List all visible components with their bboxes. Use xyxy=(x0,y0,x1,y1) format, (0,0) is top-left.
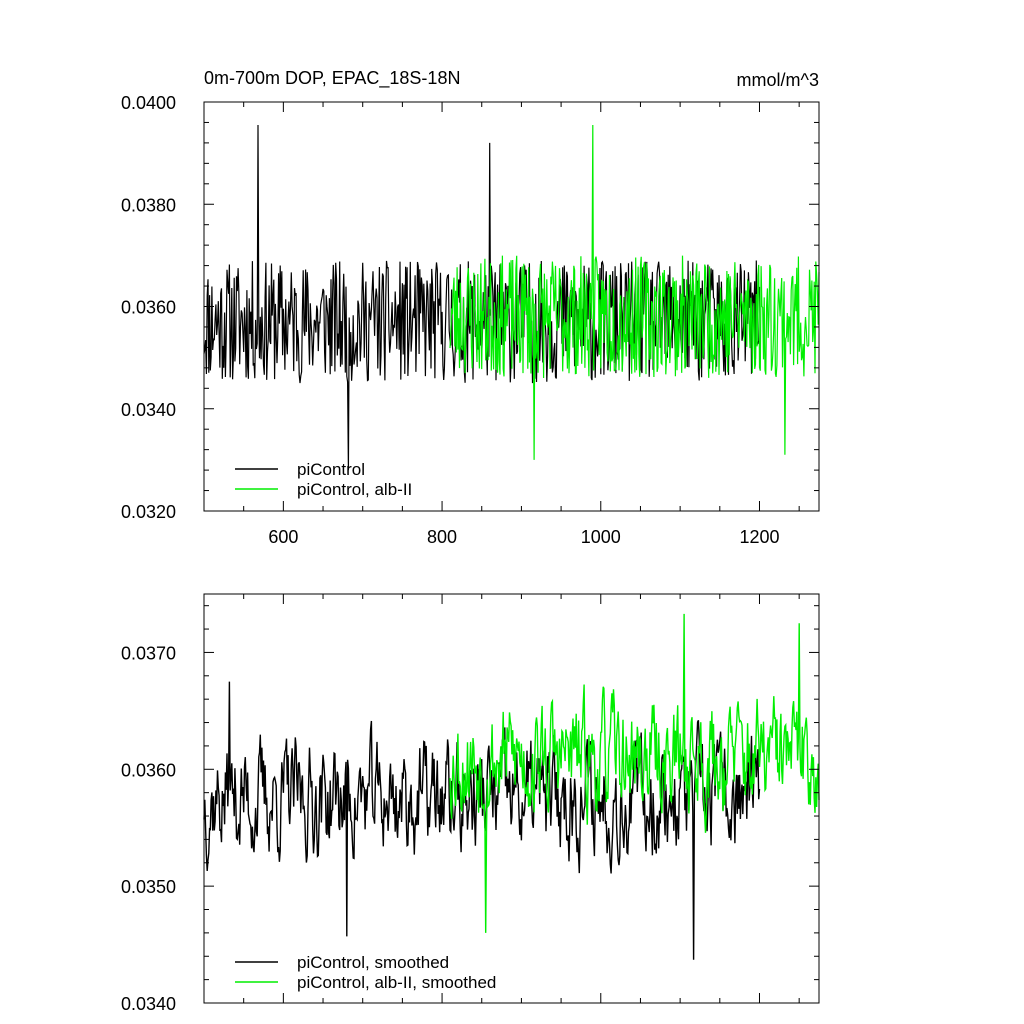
top-legend: piControl piControl, alb-II xyxy=(235,460,412,499)
bottom-plot-frame xyxy=(203,593,820,1004)
units-label: mmol/m^3 xyxy=(737,70,819,90)
y-tick-label: 0.0350 xyxy=(121,877,176,897)
legend-label-picontrol: piControl xyxy=(297,460,365,479)
top-series-group xyxy=(203,124,820,471)
bottom-ticks-group: 0.0340 0.0350 0.0360 0.0370 xyxy=(121,594,819,1014)
series-line-1 xyxy=(449,613,820,933)
y-tick-label: 0.0340 xyxy=(121,994,176,1014)
top-panel: 0m-700m DOP, EPAC_18S-18N mmol/m^3 600 80… xyxy=(121,68,820,547)
bottom-panel: 0.0340 0.0350 0.0360 0.0370 piControl, smoo… xyxy=(121,593,820,1014)
series-line-0 xyxy=(203,681,761,960)
y-tick-label: 0.0400 xyxy=(121,93,176,113)
bottom-legend: piControl, smoothed piControl, alb-II, s… xyxy=(235,953,496,992)
legend-label-alb-ii-smoothed: piControl, alb-II, smoothed xyxy=(297,973,496,992)
x-tick-label: 1200 xyxy=(739,527,779,547)
x-tick-label: 600 xyxy=(268,527,298,547)
y-tick-label: 0.0380 xyxy=(121,195,176,215)
series-line-1 xyxy=(449,124,820,460)
y-tick-label: 0.0360 xyxy=(121,760,176,780)
y-tick-label: 0.0370 xyxy=(121,643,176,663)
bottom-series-group xyxy=(203,613,820,960)
legend-label-alb-ii: piControl, alb-II xyxy=(297,480,412,499)
chart-title: 0m-700m DOP, EPAC_18S-18N xyxy=(204,68,460,89)
x-tick-label: 1000 xyxy=(581,527,621,547)
y-tick-label: 0.0360 xyxy=(121,298,176,318)
legend-label-picontrol-smoothed: piControl, smoothed xyxy=(297,953,449,972)
top-plot-frame xyxy=(203,101,820,512)
x-tick-label: 800 xyxy=(427,527,457,547)
top-ticks-group: 600 800 1000 1200 0.0320 0.0340 0.0360 0.0380 0.… xyxy=(121,93,819,547)
y-tick-label: 0.0320 xyxy=(121,502,176,522)
y-tick-label: 0.0340 xyxy=(121,400,176,420)
